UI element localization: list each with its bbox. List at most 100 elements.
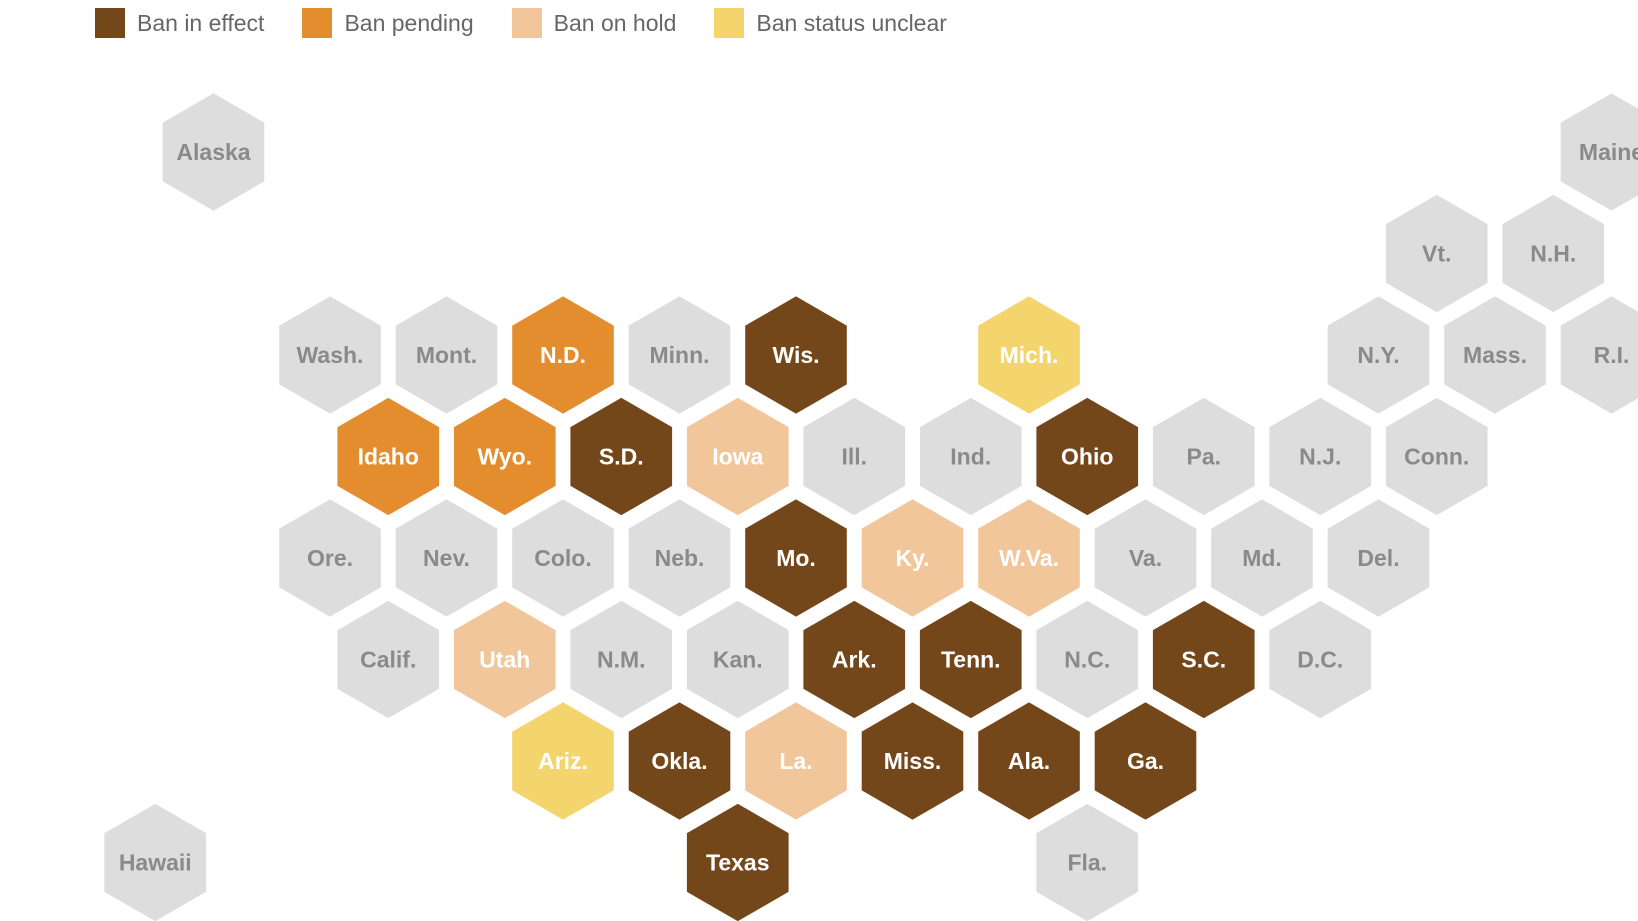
state-hex-kan: Kan. <box>682 596 793 723</box>
state-label: Mont. <box>416 342 477 368</box>
state-hex-vt: Vt. <box>1381 190 1492 317</box>
state-hex-minn: Minn. <box>624 291 735 419</box>
state-label: Mich. <box>1000 342 1059 368</box>
state-hex-shape <box>799 596 910 723</box>
state-hex-shape <box>391 494 502 622</box>
state-hex-shape <box>1440 291 1550 419</box>
state-label: Tenn. <box>941 647 1001 673</box>
state-hex-shape <box>624 494 735 622</box>
state-hex-miss: Miss. <box>857 697 968 825</box>
state-hex-s-c: S.C. <box>1148 596 1259 723</box>
state-label: Nev. <box>423 545 470 571</box>
state-label: Wyo. <box>477 444 532 470</box>
state-hex-ill: Ill. <box>799 393 910 520</box>
legend-item-effect: Ban in effect <box>95 8 264 38</box>
state-label: W.Va. <box>999 545 1059 571</box>
state-hex-shape <box>508 494 618 622</box>
state-label: Md. <box>1242 545 1282 571</box>
state-hex-shape <box>449 393 560 520</box>
state-hex-wis: Wis. <box>741 291 851 419</box>
legend-swatch-hold <box>511 8 542 38</box>
state-hex-calif: Calif. <box>333 596 444 723</box>
state-hex-conn: Conn. <box>1381 393 1492 520</box>
state-hex-shape <box>741 494 851 622</box>
state-label: Wash. <box>297 342 364 368</box>
state-label: Del. <box>1357 545 1399 571</box>
state-label: Ind. <box>950 444 991 470</box>
state-hex-shape <box>566 393 677 520</box>
state-hex-ind: Ind. <box>915 393 1026 520</box>
state-hex-shape <box>333 393 444 520</box>
state-hex-n-d: N.D. <box>508 291 618 419</box>
state-hex-shape <box>682 799 793 921</box>
legend-label: Ban pending <box>344 9 474 36</box>
state-hex-md: Md. <box>1207 494 1317 622</box>
state-hex-mo: Mo. <box>741 494 851 622</box>
state-label: Kan. <box>713 647 763 673</box>
state-hex-tenn: Tenn. <box>915 596 1026 723</box>
state-hex-wash: Wash. <box>275 291 385 419</box>
state-label: Calif. <box>360 647 416 673</box>
state-label: N.M. <box>597 647 646 673</box>
state-hex-shape <box>624 291 735 419</box>
state-hex-n-j: N.J. <box>1265 393 1376 520</box>
state-hex-shape <box>974 697 1084 825</box>
state-hex-shape <box>1556 88 1638 216</box>
state-hex-shape <box>974 494 1084 622</box>
state-hex-ga: Ga. <box>1090 697 1201 825</box>
state-hex-shape <box>508 291 618 419</box>
state-hex-maine: Maine <box>1556 88 1638 216</box>
state-hex-texas: Texas <box>682 799 793 921</box>
state-hex-shape <box>508 697 618 825</box>
state-label: Ore. <box>307 545 353 571</box>
state-hex-shape <box>100 799 211 921</box>
state-hex-va: Va. <box>1090 494 1201 622</box>
state-label: Hawaii <box>119 850 192 876</box>
state-hex-shape <box>1207 494 1317 622</box>
state-label: Utah <box>479 647 530 673</box>
state-label: Alaska <box>176 139 250 165</box>
legend-item-hold: Ban on hold <box>511 8 676 38</box>
state-label: N.D. <box>540 342 586 368</box>
state-hex-ark: Ark. <box>799 596 910 723</box>
legend-label: Ban in effect <box>137 9 265 36</box>
state-label: N.Y. <box>1357 342 1399 368</box>
state-hex-shape <box>1148 596 1259 723</box>
state-label: R.I. <box>1594 342 1630 368</box>
state-hex-hawaii: Hawaii <box>100 799 211 921</box>
state-hex-r-i: R.I. <box>1556 291 1638 419</box>
state-hex-shape <box>391 291 502 419</box>
state-label: Colo. <box>534 545 592 571</box>
state-hex-shape <box>333 596 444 723</box>
state-label: N.H. <box>1530 241 1576 267</box>
state-label: Iowa <box>712 444 763 470</box>
legend-swatch-pending <box>302 8 333 38</box>
state-label: Maine <box>1579 139 1638 165</box>
state-hex-shape <box>275 291 385 419</box>
state-hex-shape <box>682 596 793 723</box>
legend: Ban in effect Ban pending Ban on hold Ban s… <box>95 6 985 40</box>
state-label: D.C. <box>1297 647 1343 673</box>
state-hex-shape <box>1148 393 1259 520</box>
state-hex-shape <box>158 88 269 216</box>
state-label: Ill. <box>841 444 867 470</box>
state-hex-idaho: Idaho <box>333 393 444 520</box>
state-hex-shape <box>1032 393 1143 520</box>
state-label: Va. <box>1129 545 1162 571</box>
state-label: Fla. <box>1067 850 1107 876</box>
state-hex-ariz: Ariz. <box>508 697 618 825</box>
state-hex-utah: Utah <box>449 596 560 723</box>
state-hex-iowa: Iowa <box>682 393 793 520</box>
state-hex-pa: Pa. <box>1148 393 1259 520</box>
state-hex-shape <box>1381 393 1492 520</box>
state-label: S.C. <box>1181 647 1226 673</box>
state-hex-ore: Ore. <box>275 494 385 622</box>
legend-swatch-unclear <box>714 8 745 38</box>
state-hex-shape <box>1556 291 1638 419</box>
state-label: La. <box>779 748 812 774</box>
state-hex-okla: Okla. <box>624 697 735 825</box>
state-label: Neb. <box>655 545 705 571</box>
state-hex-shape <box>275 494 385 622</box>
state-hex-shape <box>1090 494 1201 622</box>
